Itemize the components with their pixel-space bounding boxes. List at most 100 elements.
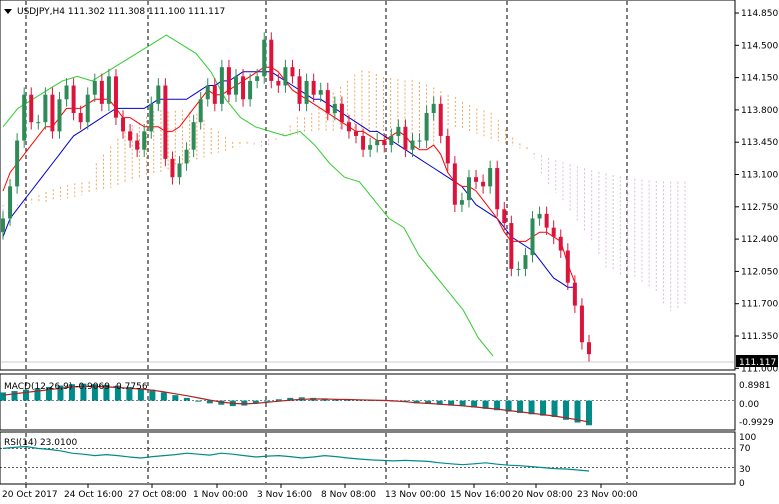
macd-histogram-bar: [126, 386, 133, 401]
candle-body: [354, 131, 359, 136]
kijun-sen-line: [2, 71, 575, 288]
y-tick-label: 113.450: [741, 138, 778, 148]
last-price-tag: [736, 355, 778, 367]
rsi-y-tick-label: 70: [739, 444, 751, 454]
candle-body: [488, 168, 493, 187]
x-tick-label: 20 Nov 08:00: [512, 490, 573, 500]
candle-body: [346, 122, 351, 132]
x-tick-label: 23 Nov 00:00: [577, 490, 638, 500]
macd-histogram-bar: [45, 386, 52, 401]
rsi-y-tick-label: 30: [739, 465, 751, 475]
candle-body: [445, 135, 450, 164]
macd-histogram-bar: [241, 400, 248, 406]
rsi-header: RSI(14) 23.0100: [4, 438, 77, 448]
candle-body: [156, 85, 161, 104]
x-tick-label: 20 Oct 2017: [2, 490, 58, 500]
candle-body: [276, 80, 281, 86]
candle-body: [99, 80, 104, 104]
candle-body: [170, 158, 175, 178]
macd-histogram-bar: [551, 400, 558, 418]
macd-histogram-bar: [252, 400, 259, 404]
candle-body: [255, 76, 260, 81]
x-tick-label: 13 Nov 00:00: [385, 490, 446, 500]
macd-histogram-bar: [80, 383, 87, 401]
candle-body: [474, 177, 479, 182]
candle-body: [29, 94, 34, 123]
rsi-panel: [0, 431, 736, 485]
macd-histogram-bar: [183, 397, 190, 401]
macd-histogram-bar: [586, 400, 592, 426]
candle-body: [579, 305, 584, 343]
candle-body: [382, 140, 387, 146]
macd-histogram-bar: [436, 400, 443, 405]
y-tick-label: 113.800: [741, 106, 778, 116]
candle-body: [85, 94, 90, 123]
macd-histogram-bar: [540, 400, 547, 416]
macd-histogram-bar: [114, 385, 121, 401]
candle-body: [481, 181, 486, 187]
y-tick-label: 114.850: [741, 9, 778, 19]
macd-histogram-bar: [218, 400, 225, 405]
candle-body: [318, 90, 323, 95]
y-tick-label: 112.750: [741, 203, 778, 213]
candle-body: [50, 94, 55, 132]
macd-histogram-bar: [57, 385, 64, 401]
last-price-label: 111.117: [739, 358, 776, 368]
candle-body: [113, 76, 118, 118]
macd-histogram-bar: [425, 400, 432, 404]
macd-histogram-bar: [517, 400, 524, 413]
candle-body: [544, 213, 549, 228]
candle-body: [297, 76, 302, 104]
candle-body: [8, 186, 13, 219]
candle-body: [516, 268, 521, 270]
candle-body: [495, 168, 500, 210]
candle-body: [523, 255, 528, 269]
candle-body: [149, 103, 154, 132]
candle-body: [410, 140, 415, 150]
candle-body: [135, 140, 140, 150]
candle-body: [177, 163, 182, 178]
macd-histogram-bar: [413, 400, 420, 404]
candle-body: [262, 39, 267, 77]
macd-histogram-bar: [494, 400, 501, 411]
y-tick-label: 114.150: [741, 74, 778, 84]
x-tick-label: 27 Oct 08:00: [128, 490, 187, 500]
candle-body: [311, 80, 316, 95]
candle-body: [389, 135, 394, 146]
ichimoku-lines: [2, 34, 576, 357]
candle-body: [361, 135, 366, 150]
candle-body: [142, 131, 147, 150]
candle-body: [1, 218, 5, 233]
x-tick-label: 3 Nov 16:00: [257, 490, 312, 500]
macd-panel: [0, 373, 736, 431]
candle-body: [15, 140, 20, 187]
rsi-series: [0, 445, 735, 472]
candle-body: [22, 94, 27, 141]
rsi-line: [2, 445, 590, 472]
candle-body: [226, 67, 231, 95]
candle-body: [233, 76, 238, 95]
candlestick-series: [1, 32, 591, 362]
macd-histogram-bar: [206, 400, 213, 404]
y-tick-label: 112.050: [741, 267, 778, 277]
axis-labels: 114.850 114.500 114.150 113.800 113.450 113.1…: [2, 9, 778, 500]
macd-y-tick-label: -0.9929: [739, 418, 774, 428]
macd-histogram-bar: [264, 400, 271, 402]
candle-body: [191, 122, 196, 150]
rsi-y-tick-label: 0: [739, 479, 745, 489]
candle-body: [417, 140, 422, 142]
candle-body: [290, 67, 295, 77]
candle-body: [325, 90, 330, 114]
macd-histogram-bar: [68, 384, 75, 401]
macd-histogram-bar: [195, 400, 202, 402]
candle-body: [304, 80, 309, 104]
macd-histogram-bar: [160, 392, 167, 401]
main-panel: [0, 0, 736, 371]
candle-body: [368, 145, 373, 150]
y-tick-label: 111.000: [741, 364, 778, 374]
macd-histogram-bar: [0, 392, 6, 401]
candle-body: [71, 85, 76, 114]
collapse-triangle-icon[interactable]: [4, 9, 12, 14]
candle-body: [128, 131, 133, 141]
